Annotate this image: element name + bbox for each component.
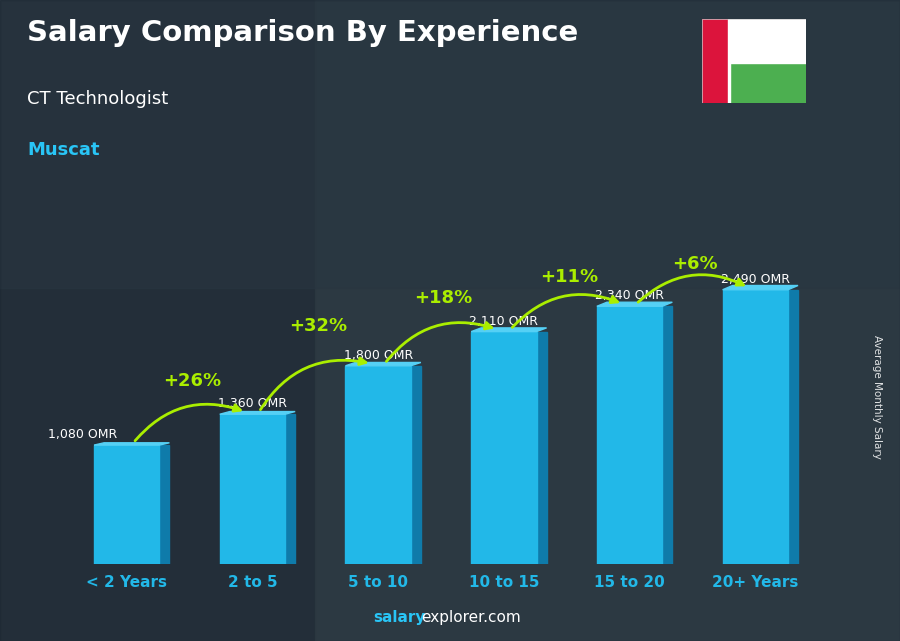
- Polygon shape: [472, 328, 546, 331]
- Text: +11%: +11%: [540, 269, 598, 287]
- Bar: [472, 331, 536, 564]
- Polygon shape: [159, 445, 169, 564]
- Text: +26%: +26%: [163, 372, 221, 390]
- Text: 2,110 OMR: 2,110 OMR: [470, 315, 538, 328]
- Polygon shape: [662, 306, 672, 564]
- Text: 1,800 OMR: 1,800 OMR: [344, 349, 413, 362]
- Bar: [730, 61, 806, 103]
- Bar: [0, 0, 315, 641]
- Bar: [346, 366, 410, 564]
- Polygon shape: [597, 302, 672, 306]
- Polygon shape: [220, 412, 295, 414]
- Bar: [723, 290, 788, 564]
- Text: 2,490 OMR: 2,490 OMR: [721, 273, 790, 286]
- Text: Salary Comparison By Experience: Salary Comparison By Experience: [27, 19, 578, 47]
- Text: +18%: +18%: [414, 289, 472, 308]
- Text: Muscat: Muscat: [27, 141, 100, 159]
- Polygon shape: [410, 366, 421, 564]
- Polygon shape: [285, 414, 295, 564]
- Bar: [220, 414, 285, 564]
- Text: CT Technologist: CT Technologist: [27, 90, 168, 108]
- Text: 1,080 OMR: 1,080 OMR: [48, 428, 117, 441]
- Bar: [94, 445, 159, 564]
- Polygon shape: [536, 331, 546, 564]
- Polygon shape: [346, 362, 421, 366]
- Bar: [702, 19, 730, 103]
- Bar: [730, 19, 806, 61]
- Text: 1,360 OMR: 1,360 OMR: [218, 397, 287, 410]
- Bar: [730, 59, 806, 63]
- Text: explorer.com: explorer.com: [421, 610, 521, 625]
- Bar: [597, 306, 662, 564]
- Text: Average Monthly Salary: Average Monthly Salary: [872, 335, 883, 460]
- Text: +6%: +6%: [672, 255, 718, 273]
- Bar: [0, 0, 900, 288]
- Text: 2,340 OMR: 2,340 OMR: [595, 290, 664, 303]
- Text: salary: salary: [374, 610, 426, 625]
- Polygon shape: [94, 443, 169, 445]
- Bar: [315, 0, 900, 641]
- Bar: [728, 19, 730, 103]
- Polygon shape: [723, 285, 798, 290]
- Text: +32%: +32%: [289, 317, 347, 335]
- Polygon shape: [788, 290, 798, 564]
